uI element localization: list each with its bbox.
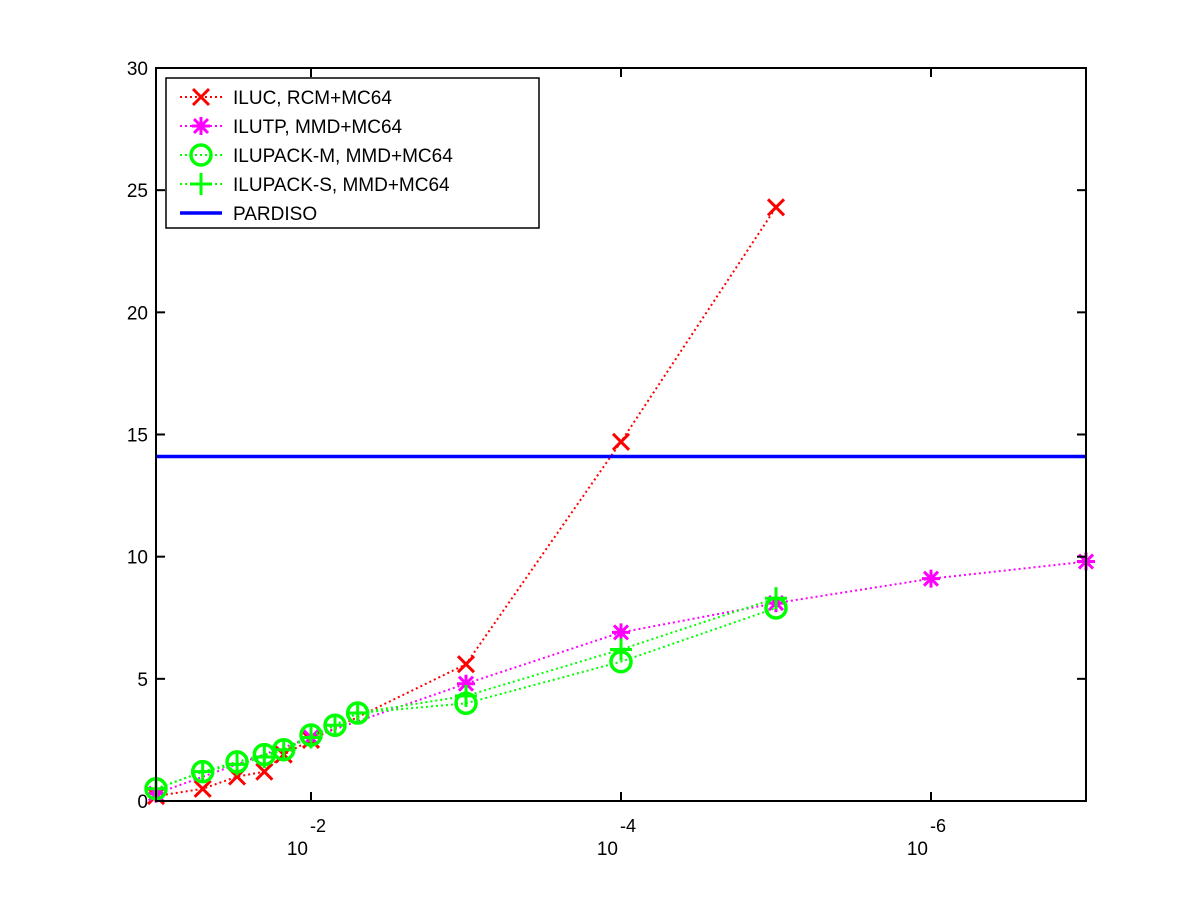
data-point <box>324 714 347 737</box>
legend-marker <box>189 143 213 167</box>
data-point <box>191 760 214 783</box>
x-tick-base: 10 <box>907 839 928 860</box>
x-tick-base: 10 <box>597 839 618 860</box>
x-tick-exponent: -2 <box>310 816 326 836</box>
data-point <box>272 738 295 761</box>
x-tick-exponent: -6 <box>930 816 946 836</box>
data-point <box>457 674 475 693</box>
data-point <box>610 638 632 661</box>
legend-label: ILUC, RCM+MC64 <box>233 88 392 109</box>
legend-label: ILUPACK-M, MMD+MC64 <box>233 146 453 167</box>
y-tick-label: 30 <box>127 59 148 80</box>
legend-label: ILUTP, MMD+MC64 <box>233 117 403 138</box>
data-point <box>456 655 476 674</box>
x-tick-label: 10-4 <box>597 816 636 860</box>
data-point <box>765 587 787 610</box>
data-point <box>193 779 212 798</box>
y-tick-label: 0 <box>137 792 148 813</box>
data-point <box>611 432 631 451</box>
data-point <box>300 726 322 749</box>
data-point <box>455 684 477 707</box>
legend-entry: PARDISO <box>180 204 317 225</box>
y-tick-label: 20 <box>127 303 148 324</box>
series-line <box>155 597 777 790</box>
y-tick-label: 15 <box>127 426 148 447</box>
legend-marker <box>190 173 212 195</box>
data-point <box>346 702 369 725</box>
data-point <box>226 753 249 776</box>
legend: ILUC, RCM+MC64 ILUTP, MMD+MC64 ILUPACK-M, … <box>165 77 540 229</box>
x-tick-exponent: -4 <box>620 816 636 836</box>
data-point <box>612 623 630 642</box>
y-tick-label: 25 <box>127 181 148 202</box>
y-tick-label: 5 <box>137 670 148 691</box>
data-point <box>255 762 274 781</box>
series-3 <box>145 587 787 800</box>
data-point <box>253 746 276 769</box>
data-point <box>922 569 940 588</box>
series-line <box>155 206 777 798</box>
x-tick-label: 10-2 <box>287 816 326 860</box>
legend-marker <box>192 117 210 135</box>
legend-box <box>165 77 540 229</box>
legend-entry: ILUPACK-M, MMD+MC64 <box>180 143 453 167</box>
x-tick-base: 10 <box>287 839 308 860</box>
legend-marker <box>191 87 211 107</box>
legend-entry: ILUTP, MMD+MC64 <box>180 117 403 138</box>
data-point <box>766 198 786 217</box>
legend-entry: ILUC, RCM+MC64 <box>180 87 392 109</box>
legend-label: ILUPACK-S, MMD+MC64 <box>233 175 450 196</box>
x-tick-label: 10-6 <box>907 816 946 860</box>
legend-entry: ILUPACK-S, MMD+MC64 <box>180 173 450 196</box>
y-tick-label: 10 <box>127 548 148 569</box>
legend-label: PARDISO <box>233 204 317 225</box>
